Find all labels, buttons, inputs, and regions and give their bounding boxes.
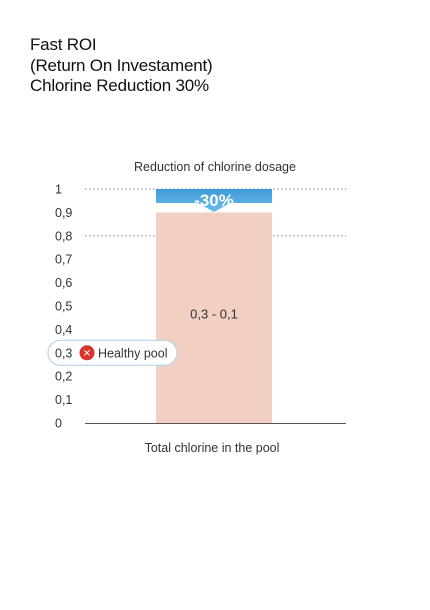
y-tick-label: 0,7: [55, 253, 72, 267]
bar-data-label: 0,3 - 0,1: [190, 307, 238, 322]
close-icon: [79, 345, 95, 361]
page-title: Fast ROI (Return On Investament) Chlorin…: [30, 35, 213, 97]
title-line-3: Chlorine Reduction 30%: [30, 76, 209, 95]
y-tick-label: 0: [55, 417, 62, 431]
healthy-pool-pill[interactable]: [47, 339, 178, 366]
reference-lines: [85, 188, 346, 237]
reduction-arrow-shape: [156, 189, 272, 212]
y-tick-label: 0,8: [55, 229, 72, 243]
bar: [156, 212, 272, 423]
close-icon-glyph: ✕: [83, 348, 91, 359]
y-tick-label: 0,4: [55, 323, 72, 337]
y-tick-label: 0,1: [55, 393, 72, 407]
reduction-badge-text: -30%: [194, 191, 234, 210]
reduction-badge: -30%: [156, 189, 272, 212]
y-tick-label: 0,2: [55, 370, 72, 384]
bars: [156, 212, 272, 423]
title-line-2: (Return On Investament): [30, 55, 213, 75]
y-tick-label: 1: [55, 183, 62, 197]
chart-title: Reduction of chlorine dosage: [134, 160, 296, 174]
healthy-pool-label: Healthy pool: [98, 346, 168, 360]
y-tick-label: 0,6: [55, 276, 72, 290]
y-axis-tick-labels: 0 0,1 0,2 0,3 0,4 0,5 0,6 0,7 0,8 0,9 1: [55, 183, 72, 431]
y-tick-label: 0,9: [55, 206, 72, 220]
y-tick-label: 0,5: [55, 300, 72, 314]
healthy-pool-marker[interactable]: 0,3 ✕ Healthy pool: [47, 339, 348, 366]
title-line-1: Fast ROI: [30, 35, 97, 54]
healthy-pool-value: 0,3: [55, 346, 72, 360]
x-axis-label: Total chlorine in the pool: [145, 441, 280, 455]
